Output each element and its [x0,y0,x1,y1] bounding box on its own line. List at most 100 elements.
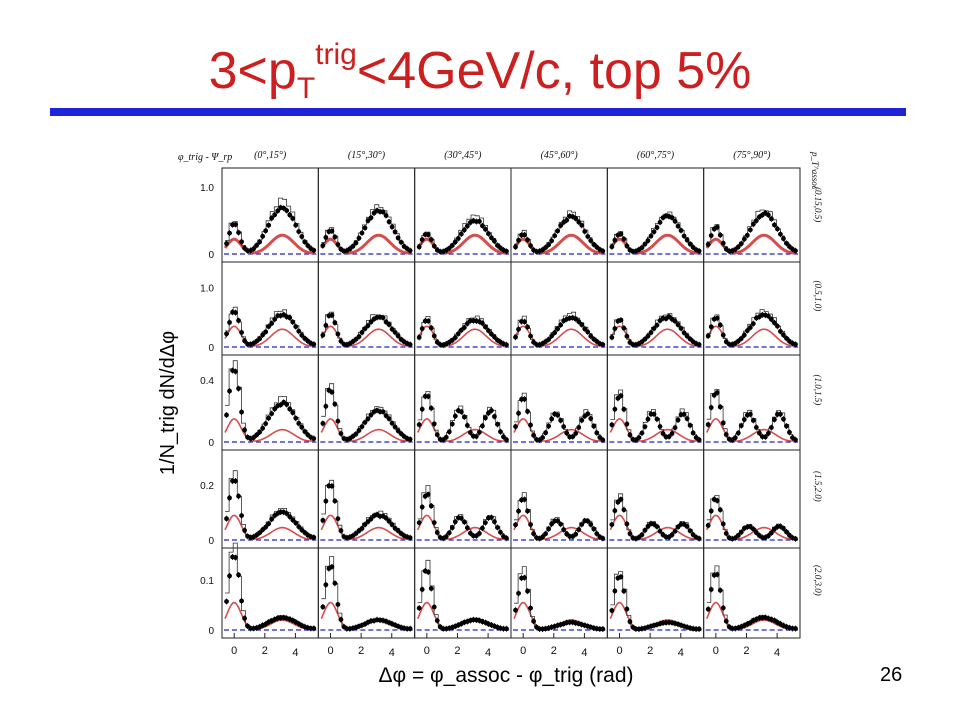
data-point [428,586,434,591]
data-point [242,338,247,344]
data-point [747,325,753,330]
data-point [227,230,232,236]
row-label-3: (1.5,2.0) [813,471,823,502]
data-point [501,434,506,440]
data-point [236,318,241,323]
data-point [362,522,368,527]
data-point [594,430,600,436]
data-point [489,331,494,337]
data-point [311,247,317,253]
data-point [696,536,702,541]
data-point [455,235,461,241]
background-curve [416,233,509,255]
data-point [765,313,771,319]
data-point [359,526,365,531]
data-point [293,415,299,421]
data-point [498,529,503,535]
data-point [263,228,269,234]
data-point [705,241,711,247]
data-point [591,423,597,429]
panel-frame-r0-c2 [414,167,512,263]
data-point [227,388,232,394]
data-point [516,237,521,243]
data-point [236,386,241,391]
data-point [621,406,627,412]
data-point [549,333,555,339]
data-point [335,418,341,424]
data-point [492,238,497,244]
data-point [386,416,392,422]
data-point [579,222,585,228]
data-point [449,243,455,248]
data-point [624,333,630,339]
background-curve [609,325,701,347]
data-point [483,415,488,421]
x-tick-label-c5-2: 4 [774,647,780,659]
data-point [359,330,365,335]
data-point [522,232,527,238]
row-axis-label: p_T^assoc [810,151,820,190]
data-point [696,342,702,348]
data-point [504,437,509,443]
x-tick-label-c1-1: 2 [358,645,364,657]
data-point [513,607,518,613]
data-point [522,575,527,581]
data-point [546,423,552,429]
data-point [784,335,789,341]
histogram-line [610,571,701,630]
data-point [750,321,756,327]
data-point [561,527,567,533]
data-point [582,326,588,332]
data-point [543,531,549,537]
data-point [708,587,714,592]
background-curve [417,325,509,347]
data-point [224,331,229,337]
data-point [747,411,753,417]
data-point [609,608,615,613]
data-point [395,333,401,339]
data-point [266,415,272,421]
x-tick-label-c2-2: 4 [485,647,491,659]
data-point [525,508,530,514]
data-point [678,228,684,233]
data-point [495,525,500,530]
panel-frame-r0-c5 [703,167,801,263]
data-point [323,235,329,240]
data-point [486,328,491,334]
data-point [696,248,702,254]
data-point [717,322,723,328]
data-point [320,604,326,610]
data-point [290,517,296,523]
data-point [765,533,771,539]
data-point [260,425,266,431]
data-point [624,606,630,612]
data-point [428,503,434,509]
x-axis-label: Δφ = φ_assoc - φ_trig (rad) [378,664,633,687]
data-point [775,226,780,232]
data-point [522,396,527,402]
data-point [552,233,558,239]
column-label-3: (45°,60°) [541,150,579,161]
data-point [464,223,470,229]
data-point [323,498,329,504]
data-point [266,324,272,329]
panel-frame-r0-c4 [606,167,705,263]
data-point [416,605,422,611]
data-point [681,412,687,417]
data-point [513,522,518,528]
data-point [395,428,401,434]
x-tick-label-c5-0: 0 [713,645,719,657]
data-point [383,213,389,218]
y-tick-label-row4-1: 0.1 [200,576,214,587]
data-point [588,522,594,527]
data-point [793,437,798,443]
data-point [365,416,371,422]
row-label-1: (0.5,1.0) [813,281,823,312]
panel-frame-r0-c3 [510,167,608,263]
y-tick-label-row3-1: 0.2 [200,481,214,492]
data-point [320,421,326,426]
data-point [260,332,266,338]
data-point [738,529,744,535]
data-point [772,222,777,228]
data-point [473,433,479,439]
